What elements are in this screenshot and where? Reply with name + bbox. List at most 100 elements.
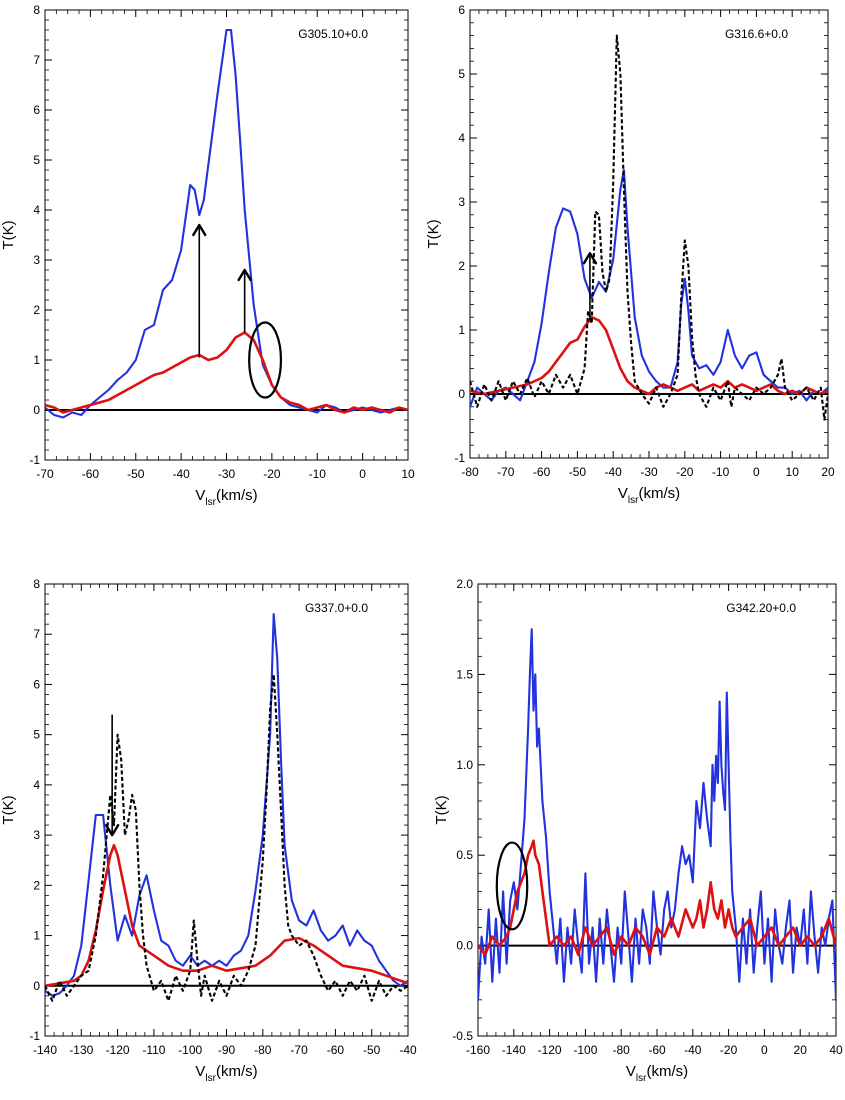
x-tick-label: -20 xyxy=(676,465,694,479)
x-tick-label: -40 xyxy=(684,1043,702,1057)
x-tick-label: -40 xyxy=(605,465,623,479)
series-line-black xyxy=(45,673,408,1002)
annotation-ellipse xyxy=(495,841,529,931)
plot-frame xyxy=(44,9,409,461)
x-tick-label: -70 xyxy=(497,465,515,479)
y-tick-label: 3 xyxy=(458,195,465,209)
y-tick-label: 6 xyxy=(33,677,40,691)
x-tick-label: -130 xyxy=(69,1043,93,1057)
y-tick-label: 0 xyxy=(458,387,465,401)
y-tick-label: 1.5 xyxy=(456,667,473,681)
annotation-arrow-head xyxy=(237,268,252,282)
y-tick-label: -1 xyxy=(29,453,40,467)
x-tick-label: -110 xyxy=(142,1043,165,1057)
x-tick-label: -120 xyxy=(106,1043,130,1057)
y-tick-label: 4 xyxy=(33,778,40,792)
y-tick-label: 0 xyxy=(33,979,40,993)
y-tick-label: -1 xyxy=(454,451,465,465)
x-tick-label: -40 xyxy=(399,1043,417,1057)
x-tick-label: -60 xyxy=(648,1043,666,1057)
annotation-arrow-head xyxy=(582,252,598,265)
panel-g342: -160 -140 -120 -100 -80 -60 -40 -20 0 20 40 -0.5 0.0… xyxy=(433,577,843,1084)
x-tick-label: -60 xyxy=(327,1043,345,1057)
x-tick-label: -20 xyxy=(263,467,281,481)
annotation-arrow-head xyxy=(104,823,120,837)
y-tick-label: 1.0 xyxy=(456,758,473,772)
x-tick-label: -140 xyxy=(502,1043,526,1057)
x-tick-label: -60 xyxy=(533,465,551,479)
annotation-ellipse xyxy=(248,321,283,399)
x-tick-label: -50 xyxy=(569,465,587,479)
x-tick-label: 10 xyxy=(401,467,415,481)
x-tick-label: -20 xyxy=(720,1043,738,1057)
y-tick-label: 8 xyxy=(33,3,40,17)
series-line-blue xyxy=(470,168,828,408)
series-line-blue xyxy=(478,628,836,1000)
x-tick-label: -10 xyxy=(309,467,327,481)
panel-title: G305.10+0.0 xyxy=(298,27,368,41)
x-tick-label: 0 xyxy=(761,1043,768,1057)
x-axis-label: Vlsr(km/s) xyxy=(626,1063,688,1084)
x-tick-label: -140 xyxy=(33,1043,57,1057)
y-tick-label: 7 xyxy=(33,627,40,641)
y-tick-label: 5 xyxy=(33,153,40,167)
x-tick-label: -80 xyxy=(254,1043,272,1057)
series-line-red xyxy=(470,315,828,396)
x-axis-label: Vlsr(km/s) xyxy=(195,487,257,508)
y-tick-label: 6 xyxy=(458,3,465,17)
x-tick-label: 10 xyxy=(786,465,800,479)
x-tick-label: -70 xyxy=(290,1043,308,1057)
annotation-arrow-head xyxy=(192,223,207,237)
y-tick-label: 4 xyxy=(458,131,465,145)
y-tick-label: 2 xyxy=(33,878,40,892)
y-axis-label: T(K) xyxy=(0,220,17,249)
y-tick-label: 0.0 xyxy=(456,939,473,953)
y-tick-label: 8 xyxy=(33,577,40,591)
series-line-blue xyxy=(45,28,408,419)
y-tick-label: 2.0 xyxy=(456,577,473,591)
x-tick-label: -50 xyxy=(363,1043,381,1057)
x-tick-label: -160 xyxy=(466,1043,490,1057)
x-tick-label: 20 xyxy=(794,1043,808,1057)
y-axis-label: T(K) xyxy=(433,795,450,824)
y-tick-label: 0.5 xyxy=(456,848,473,862)
series-line-red xyxy=(478,839,836,956)
x-axis-label: Vlsr(km/s) xyxy=(618,485,680,506)
y-tick-label: -1 xyxy=(29,1029,40,1043)
x-tick-label: -10 xyxy=(712,465,730,479)
y-axis-label: T(K) xyxy=(0,795,17,824)
y-tick-label: 0 xyxy=(33,403,40,417)
y-tick-label: 5 xyxy=(458,67,465,81)
y-tick-label: 1 xyxy=(458,323,465,337)
x-tick-label: -90 xyxy=(218,1043,236,1057)
series-line-red xyxy=(45,843,408,988)
x-tick-label: -40 xyxy=(172,467,190,481)
y-axis-label: T(K) xyxy=(425,219,442,248)
x-tick-label: -50 xyxy=(127,467,145,481)
x-tick-label: -100 xyxy=(573,1043,597,1057)
x-tick-label: 0 xyxy=(359,467,366,481)
x-tick-label: -120 xyxy=(538,1043,562,1057)
y-tick-label: -0.5 xyxy=(452,1029,473,1043)
series-line-black xyxy=(470,34,828,421)
x-tick-label: -80 xyxy=(461,465,479,479)
y-tick-label: 4 xyxy=(33,203,40,217)
x-axis-label: Vlsr(km/s) xyxy=(195,1063,257,1084)
x-tick-label: -80 xyxy=(613,1043,631,1057)
panel-g316: -80 -70 -60 -50 -40 -30 -20 -10 0 10 20-10123456G3… xyxy=(425,3,835,506)
y-tick-label: 5 xyxy=(33,728,40,742)
y-tick-label: 2 xyxy=(33,303,40,317)
y-tick-label: 6 xyxy=(33,103,40,117)
y-tick-label: 1 xyxy=(33,353,40,367)
x-tick-label: 20 xyxy=(821,465,835,479)
x-tick-label: -60 xyxy=(82,467,100,481)
series-line-red xyxy=(45,331,408,414)
panel-title: G342.20+0.0 xyxy=(726,601,796,615)
x-tick-label: -30 xyxy=(218,467,236,481)
x-tick-label: 40 xyxy=(829,1043,843,1057)
y-tick-label: 1 xyxy=(33,929,40,943)
y-tick-label: 3 xyxy=(33,828,40,842)
panel-g305: -70 -60 -50 -40 -30 -20 -10 0 10-1012345678G305.… xyxy=(0,3,415,508)
y-tick-label: 3 xyxy=(33,253,40,267)
